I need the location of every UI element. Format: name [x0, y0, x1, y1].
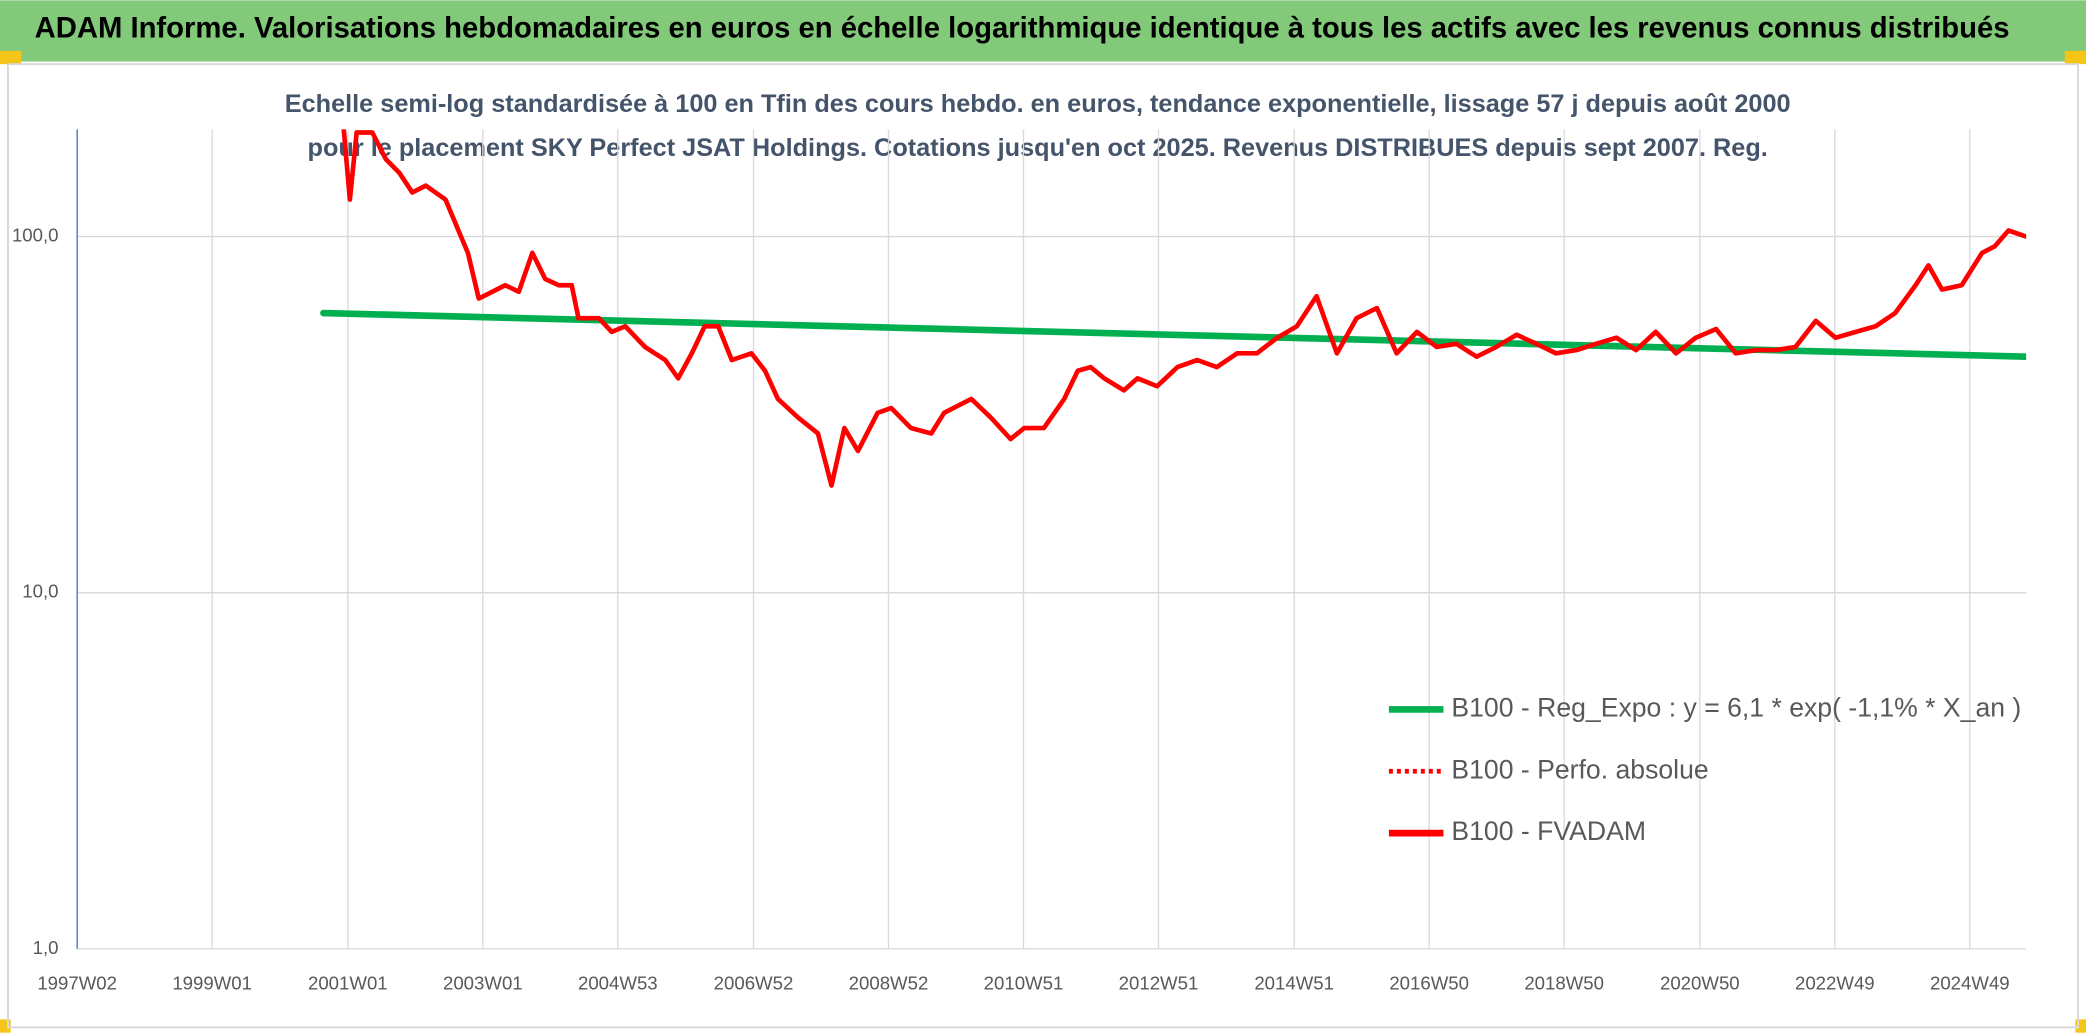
x-tick-label: 2020W50	[1660, 973, 1740, 994]
chart-frame	[6, 63, 2080, 1029]
x-tick-label: 2010W51	[984, 973, 1064, 994]
y-tick-label: 1,0	[33, 937, 59, 958]
corner-mark	[2064, 50, 2086, 65]
x-tick-label: 2001W01	[308, 973, 388, 994]
x-tick-label: 2016W50	[1389, 973, 1469, 994]
data-line	[341, 129, 2027, 488]
x-tick-label: 2024W49	[1930, 973, 2010, 994]
x-tick-label: 2003W01	[443, 973, 523, 994]
x-tick-label: 2004W53	[578, 973, 658, 994]
x-tick-label: 2014W51	[1254, 973, 1334, 994]
legend-label: B100 - FVADAM	[1451, 816, 1646, 846]
legend-label: B100 - Perfo. absolue	[1451, 754, 1708, 784]
x-tick-label: 2008W52	[849, 973, 929, 994]
x-tick-label: 1997W02	[37, 973, 117, 994]
header-title: ADAM Informe. Valorisations hebdomadaire…	[35, 12, 2010, 44]
x-tick-label: 1999W01	[172, 973, 252, 994]
chart-title-box: Echelle semi-log standardisée à 100 en T…	[284, 90, 1791, 163]
corner-mark	[2075, 1019, 2086, 1033]
corner-mark	[0, 1019, 11, 1033]
x-tick-label: 2006W52	[714, 973, 794, 994]
x-tick-label: 2022W49	[1795, 973, 1875, 994]
data-line	[320, 309, 2027, 361]
x-tick-label: 2018W50	[1524, 973, 1604, 994]
corner-mark	[0, 50, 22, 65]
y-tick-label: 10,0	[22, 581, 58, 602]
header-bar	[0, 0, 2086, 62]
legend-label: B100 - Reg_Expo : y = 6,1 * exp( -1,1% *…	[1451, 692, 2021, 722]
chart-title: Echelle semi-log standardisée à 100 en T…	[284, 90, 1791, 163]
y-tick-label: 100,0	[12, 224, 59, 245]
x-tick-label: 2012W51	[1119, 973, 1199, 994]
